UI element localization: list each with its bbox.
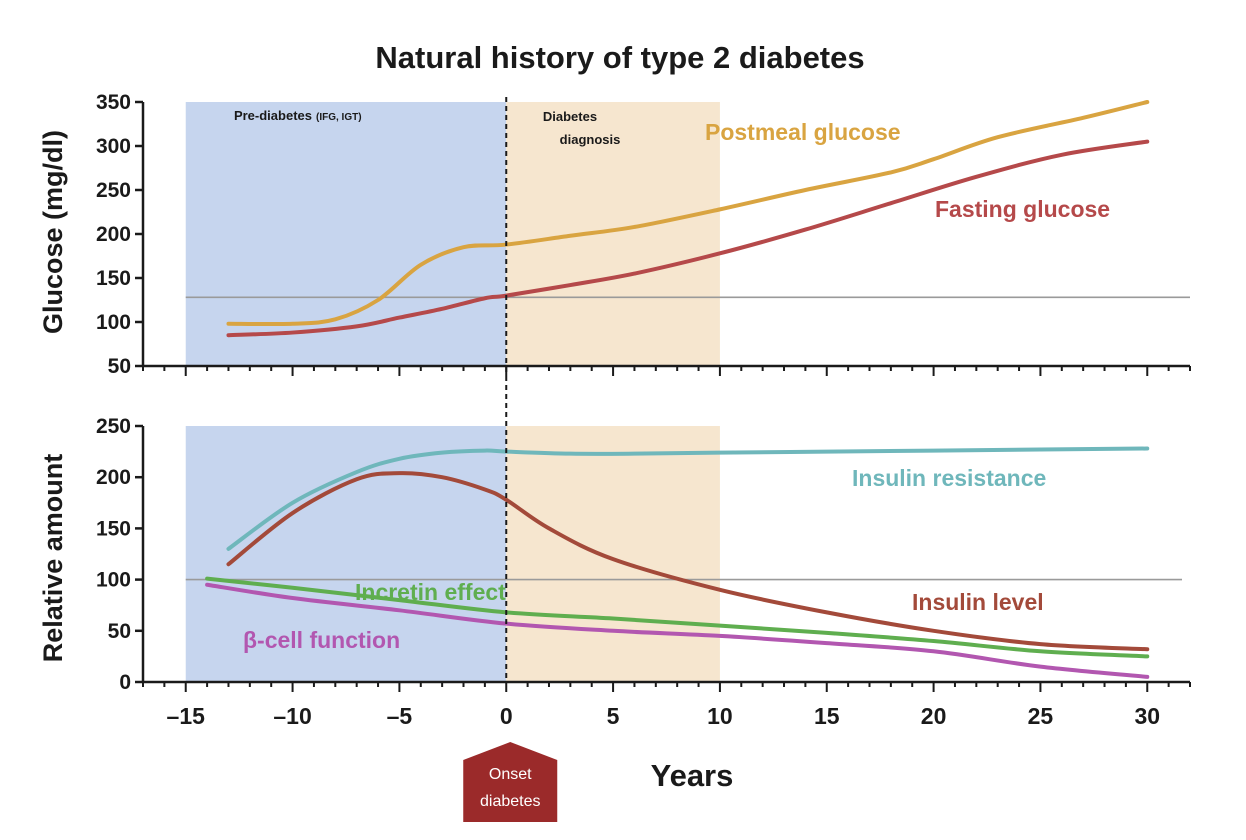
onset-label-line1: Onset xyxy=(489,766,532,783)
y-tick-label: 150 xyxy=(96,267,131,290)
y-tick-label: 50 xyxy=(108,620,131,643)
relative-panel: Insulin resistance Insulin level Increti… xyxy=(38,415,1191,793)
x-tick-label: 30 xyxy=(1134,703,1160,729)
incretin-effect-label: Incretin effect xyxy=(355,579,506,605)
postmeal-glucose-label: Postmeal glucose xyxy=(705,119,901,145)
x-tick-label: –5 xyxy=(387,703,413,729)
y-tick-label: 350 xyxy=(96,91,131,114)
diagnosis-label-line2: diagnosis xyxy=(560,132,621,147)
relative-axes: 0 50 100 150 200 250 –15 –10 –5 0 5 10 15 20 25 30 xyxy=(96,415,1191,729)
fasting-glucose-label: Fasting glucose xyxy=(935,196,1110,222)
y-tick-label: 250 xyxy=(96,415,131,438)
x-tick-label: 25 xyxy=(1028,703,1054,729)
insulin-resistance-label: Insulin resistance xyxy=(852,465,1046,491)
onset-marker: Onset diabetes xyxy=(463,742,558,822)
x-tick-label: 15 xyxy=(814,703,840,729)
onset-arrow xyxy=(463,742,558,822)
insulin-level-line xyxy=(226,471,1150,652)
insulin-resistance-line xyxy=(226,446,1150,551)
incretin-effect-line xyxy=(205,576,1150,659)
x-tick-label: 10 xyxy=(707,703,733,729)
glucose-panel: Pre-diabetes (IFG, IGT) Diabetes diagnos… xyxy=(38,91,1191,378)
diagnosis-region xyxy=(506,102,720,366)
y-tick-label: 0 xyxy=(119,671,131,694)
y-tick-label: 200 xyxy=(96,466,131,489)
prediabetes-sublabel: (IFG, IGT) xyxy=(316,112,362,123)
y-tick-label: 200 xyxy=(96,223,131,246)
insulin-level-label: Insulin level xyxy=(912,589,1044,615)
y-tick-label: 100 xyxy=(96,311,131,334)
prediabetes-label: Pre-diabetes xyxy=(234,108,312,123)
glucose-y-axis: 50 100 150 200 250 300 350 xyxy=(96,91,1191,378)
x-axis-label: Years xyxy=(651,758,734,793)
postmeal-glucose-line xyxy=(226,100,1150,327)
chart-title: Natural history of type 2 diabetes xyxy=(375,40,864,75)
y-tick-label: 50 xyxy=(108,355,131,378)
diagnosis-label-line1: Diabetes xyxy=(543,109,597,124)
y-tick-label: 150 xyxy=(96,517,131,540)
y-tick-label: 250 xyxy=(96,179,131,202)
x-tick-label: 0 xyxy=(500,703,513,729)
glucose-y-label: Glucose (mg/dl) xyxy=(38,130,68,334)
y-tick-label: 300 xyxy=(96,135,131,158)
x-tick-label: 5 xyxy=(607,703,620,729)
x-tick-label: –10 xyxy=(273,703,311,729)
beta-cell-function-label: β-cell function xyxy=(243,627,400,653)
x-tick-label: 20 xyxy=(921,703,947,729)
cell-function-line xyxy=(205,582,1150,679)
relative-y-label: Relative amount xyxy=(38,454,68,663)
y-tick-label: 100 xyxy=(96,569,131,592)
onset-label-line2: diabetes xyxy=(480,793,541,810)
fasting-glucose-line xyxy=(226,139,1150,338)
diagnosis-region-bottom xyxy=(506,426,720,682)
x-tick-label: –15 xyxy=(167,703,206,729)
